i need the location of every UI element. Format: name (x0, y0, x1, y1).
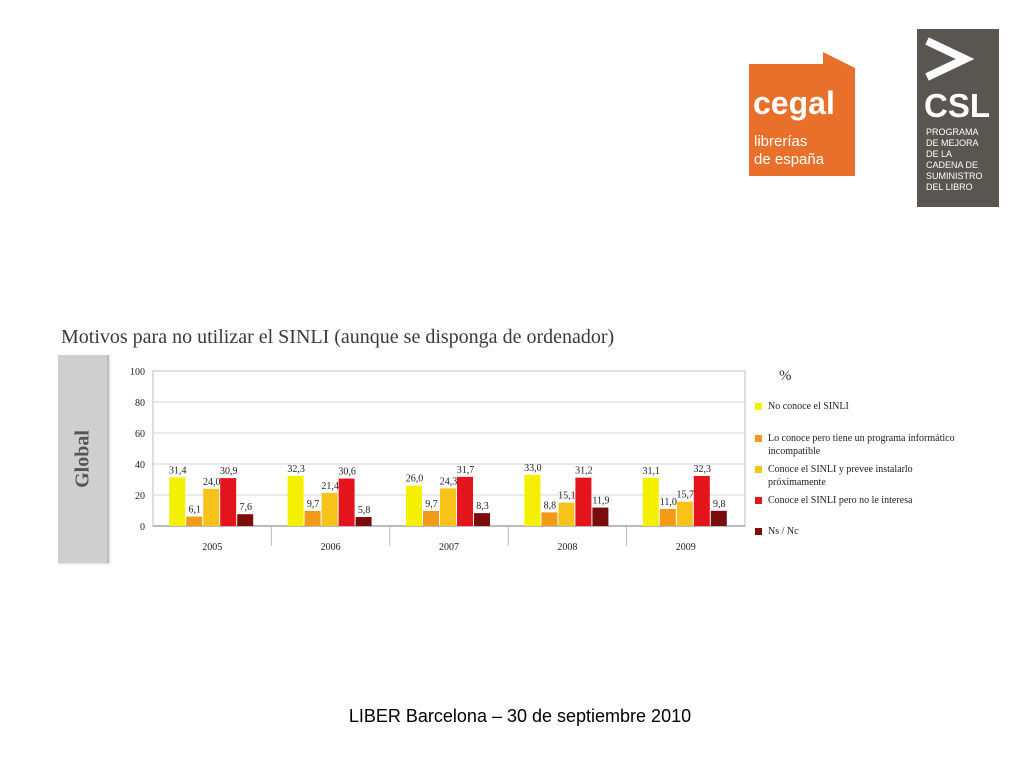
x-tick-label: 2005 (202, 542, 222, 553)
bar (541, 512, 558, 526)
bar (676, 501, 693, 526)
bar (406, 485, 422, 526)
bar (220, 478, 237, 526)
data-label: 5,8 (358, 505, 371, 516)
csl-logo-line: PROGRAMA (926, 127, 979, 137)
y-tick-label: 60 (135, 429, 145, 440)
bar (558, 502, 575, 526)
bar (642, 477, 659, 526)
csl-logo-line: DEL LIBRO (926, 182, 973, 192)
data-label: 11,9 (592, 496, 609, 507)
bar (186, 516, 203, 526)
bar (457, 476, 473, 526)
bar (592, 507, 609, 526)
footer-text: LIBER Barcelona – 30 de septiembre 2010 (348, 706, 692, 726)
legend-label: Lo conoce pero tiene un programa informá… (768, 433, 955, 457)
bar (287, 475, 304, 526)
data-label: 30,9 (220, 466, 238, 477)
x-tick-label: 2009 (676, 542, 696, 553)
side-panel: Global (58, 355, 109, 563)
data-label: 9,7 (307, 499, 320, 510)
legend-item: Conoce el SINLI pero no le interesa (755, 494, 970, 507)
bar (440, 488, 456, 526)
data-label: 6,1 (188, 505, 201, 516)
csl-logo-title: CSL (924, 87, 990, 124)
data-label: 31,1 (643, 466, 661, 477)
legend-item: Ns / Nc (755, 525, 970, 538)
cegal-logo: cegal librerías de españa (749, 52, 855, 176)
cegal-logo-line2: de españa (754, 151, 825, 168)
csl-logo-line: SUMINISTRO (926, 171, 983, 181)
legend-unit-label: % (779, 368, 792, 384)
y-tick-label: 100 (130, 367, 145, 378)
legend-swatch (755, 497, 762, 504)
data-label: 26,0 (406, 474, 424, 485)
bar (169, 477, 186, 526)
csl-logo-line: DE LA (926, 149, 952, 159)
legend-label: Conoce el SINLI pero no le interesa (768, 495, 913, 506)
cegal-logo-title: cegal (753, 85, 835, 121)
data-label: 30,6 (338, 467, 356, 478)
bar (693, 475, 710, 526)
y-tick-label: 0 (140, 522, 145, 533)
legend-swatch (755, 403, 762, 410)
legend-item: Lo conoce pero tiene un programa informá… (755, 432, 970, 458)
y-tick-label: 20 (135, 491, 145, 502)
bar (710, 510, 727, 526)
data-label: 11,0 (660, 497, 677, 508)
legend-item: No conoce el SINLI (755, 400, 970, 413)
legend-label: Ns / Nc (768, 526, 799, 537)
data-label: 9,8 (713, 499, 726, 510)
bar (524, 474, 541, 526)
csl-logo-line: CADENA DE (926, 160, 978, 170)
data-label: 32,3 (287, 464, 305, 475)
bar (321, 492, 338, 526)
bar (575, 477, 592, 526)
data-label: 9,7 (425, 499, 438, 510)
bar (203, 488, 220, 526)
y-tick-label: 80 (135, 398, 145, 409)
csl-logo: CSL PROGRAMA DE MEJORA DE LA CADENA DE S… (917, 29, 999, 207)
data-label: 8,3 (476, 501, 489, 512)
data-label: 33,0 (524, 463, 542, 474)
data-label: 32,3 (694, 464, 712, 475)
data-label: 31,4 (169, 465, 187, 476)
data-label: 7,6 (239, 502, 252, 513)
y-tick-label: 40 (135, 460, 145, 471)
x-tick-label: 2007 (439, 542, 459, 553)
bar (355, 517, 372, 526)
data-label: 15,1 (558, 491, 576, 502)
bar (474, 513, 490, 526)
data-label: 21,4 (321, 481, 339, 492)
legend-swatch (755, 435, 762, 442)
x-tick-label: 2006 (321, 542, 341, 553)
csl-arrow-icon (925, 37, 975, 81)
cegal-logo-line1: librerías (754, 133, 807, 150)
bar (423, 510, 439, 526)
legend-label: Conoce el SINLI y prevee instalarlo próx… (768, 464, 913, 488)
legend-swatch (755, 466, 762, 473)
bar (659, 508, 676, 526)
legend-item: Conoce el SINLI y prevee instalarlo próx… (755, 463, 970, 489)
data-label: 8,8 (544, 500, 557, 511)
data-label: 24,0 (203, 477, 221, 488)
bar (338, 478, 355, 526)
data-label: 31,2 (575, 466, 593, 477)
x-tick-label: 2008 (557, 542, 577, 553)
data-label: 15,7 (677, 490, 695, 501)
data-label: 31,7 (457, 465, 475, 476)
legend-label: No conoce el SINLI (768, 401, 849, 412)
csl-logo-line: DE MEJORA (926, 138, 979, 148)
bar (237, 514, 254, 526)
bar (304, 510, 321, 526)
data-label: 24,3 (440, 476, 458, 487)
legend-swatch (755, 528, 762, 535)
chart-title: Motivos para no utilizar el SINLI (aunqu… (61, 326, 615, 348)
